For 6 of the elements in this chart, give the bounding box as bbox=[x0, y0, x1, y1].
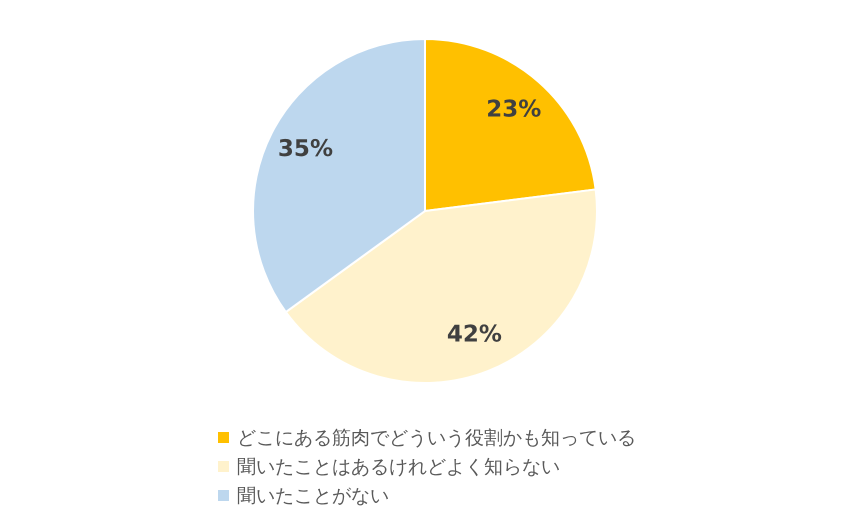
data-label: 23% bbox=[486, 96, 542, 122]
legend-label: どこにある筋肉でどういう役割かも知っている bbox=[237, 426, 636, 450]
legend-label: 聞いたことがない bbox=[237, 484, 389, 508]
legend-label: 聞いたことはあるけれどよく知らない bbox=[237, 454, 560, 480]
data-label: 35% bbox=[278, 136, 333, 162]
data-label: 42% bbox=[446, 322, 502, 348]
